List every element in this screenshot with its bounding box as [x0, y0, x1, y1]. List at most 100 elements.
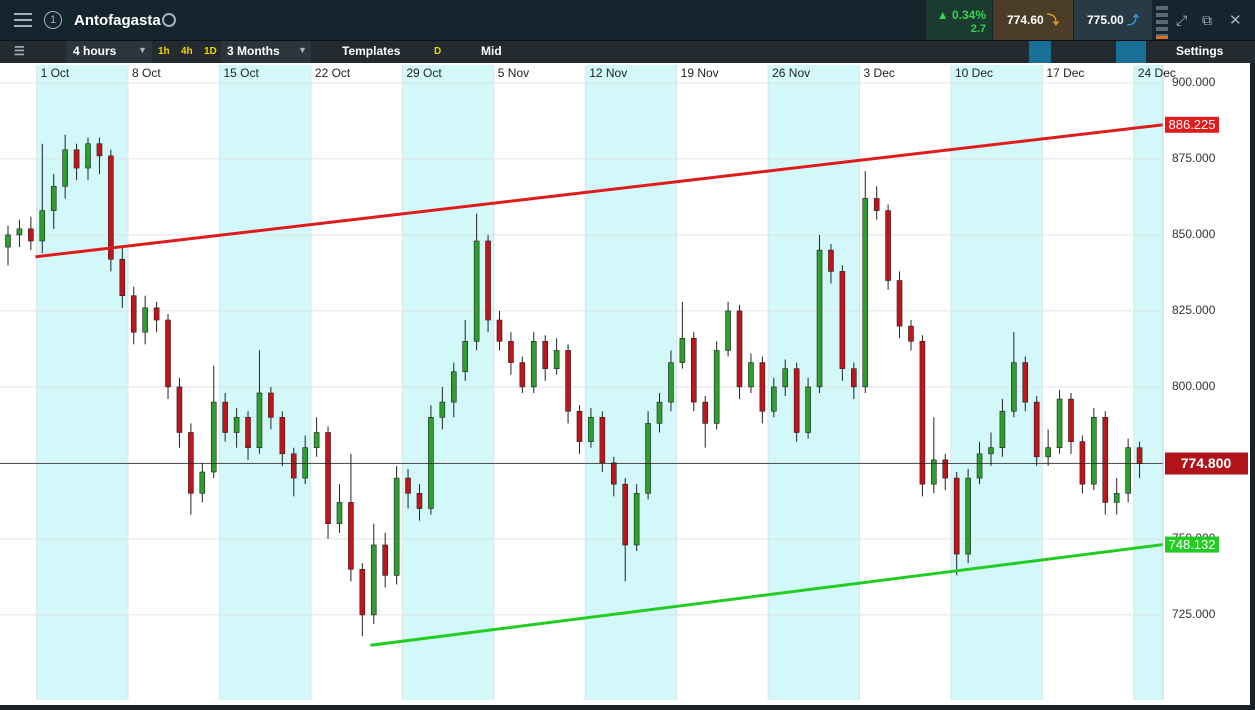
candle-body [245, 417, 251, 449]
interval-4h[interactable]: 4h [181, 46, 193, 57]
candle-body [142, 307, 148, 333]
candle-body [862, 198, 869, 388]
candle-body [1056, 398, 1063, 449]
candle-body [1079, 441, 1086, 485]
x-tick-label: 22 Oct [315, 66, 351, 80]
templates-button[interactable]: Templates [342, 44, 401, 58]
candle-body [359, 568, 366, 616]
candle-body [1011, 362, 1017, 412]
candle-body [39, 210, 46, 242]
depth-icon [1156, 6, 1168, 39]
y-tick-label: 725.000 [1172, 607, 1216, 621]
trendline-label-box [1165, 116, 1219, 133]
candle-body [62, 149, 68, 187]
candle-body [313, 432, 320, 449]
candle-body [988, 447, 994, 455]
candle-body [668, 362, 674, 403]
list-icon[interactable]: ☰ [14, 44, 25, 58]
settings-button[interactable]: Settings [1176, 44, 1224, 58]
candle-body [450, 371, 457, 403]
buy-button[interactable]: 775.00 ⤴ [1074, 0, 1152, 40]
candle-body [610, 462, 617, 485]
candle-body [108, 155, 114, 260]
candle-body [348, 502, 354, 570]
candle-body [279, 417, 286, 455]
candle-body [176, 386, 183, 433]
candle-body [519, 362, 526, 388]
crosshair-tool[interactable] [1029, 41, 1051, 63]
candle-body [1045, 447, 1051, 458]
alerts-badge[interactable]: 1 [44, 11, 62, 29]
close-icon[interactable]: ✕ [1229, 12, 1242, 29]
candle-body [839, 271, 846, 369]
candle-body [393, 477, 400, 576]
candle-body [382, 544, 388, 576]
range-select[interactable]: 3 Months ▼ [221, 41, 311, 63]
candle-body [16, 228, 23, 236]
candle-body [85, 143, 91, 169]
candle-body [931, 459, 937, 485]
x-tick-label: 12 Nov [589, 66, 627, 80]
candle-body [919, 341, 926, 485]
candle-body [942, 459, 949, 479]
x-tick-label: 17 Dec [1046, 66, 1084, 80]
candle-body [199, 471, 206, 494]
x-tick-label: 8 Oct [132, 66, 161, 80]
y-tick-label: 800.000 [1172, 379, 1216, 393]
candle-body [896, 280, 903, 327]
x-tick-label: 24 Dec [1138, 66, 1176, 80]
interval-1d[interactable]: 1D [204, 46, 217, 57]
candle-body [873, 198, 880, 211]
candle-body [793, 368, 800, 433]
candle-body [999, 410, 1006, 449]
expand-icon[interactable]: ⤢ [1176, 12, 1188, 28]
candle-body [210, 401, 217, 473]
candle-body [428, 417, 434, 509]
candle-body [588, 417, 594, 442]
candle-body [165, 319, 171, 388]
menu-button[interactable] [14, 13, 32, 27]
week-band [219, 65, 311, 700]
candle-body [96, 143, 103, 157]
candle-body [782, 368, 789, 388]
interval-select[interactable]: 4 hours ▼ [66, 41, 152, 63]
candle-body [485, 240, 491, 321]
candle-body [542, 341, 549, 369]
candle-body [828, 249, 834, 272]
range: 3 Months [227, 44, 280, 58]
candle-body [908, 325, 914, 342]
candle-body [645, 423, 651, 494]
x-tick-label: 26 Nov [772, 66, 810, 80]
search-icon[interactable] [162, 13, 176, 27]
popout-icon[interactable]: ⧉ [1202, 12, 1212, 28]
candle-body [1102, 417, 1109, 503]
candle-body [851, 368, 857, 388]
candle-body [370, 544, 377, 616]
sell-button[interactable]: 774.60 ⤵ [993, 0, 1073, 40]
candle-body [473, 240, 480, 342]
candle-body [73, 149, 80, 169]
x-tick-label: 1 Oct [41, 66, 70, 80]
interval-1h[interactable]: 1h [158, 46, 170, 57]
candle-body [290, 453, 297, 479]
week-band [768, 65, 860, 700]
d-button[interactable]: D [434, 46, 442, 57]
candle-body [725, 310, 731, 351]
candle-body [268, 392, 274, 418]
candle-body [885, 210, 891, 281]
candle-body [690, 337, 697, 403]
drawing-tool[interactable] [1116, 41, 1146, 63]
x-tick-label: 19 Nov [681, 66, 719, 80]
candle-body [153, 307, 160, 321]
candle-body [771, 386, 777, 412]
price-type[interactable]: Mid [481, 44, 502, 58]
week-band [1133, 65, 1163, 700]
x-tick-label: 3 Dec [864, 66, 895, 80]
candle-body [576, 410, 583, 442]
candle-body [553, 350, 560, 369]
candle-body [1033, 401, 1040, 458]
current-price-box [1165, 452, 1248, 475]
candle-body [622, 483, 629, 546]
candle-body [119, 258, 126, 297]
